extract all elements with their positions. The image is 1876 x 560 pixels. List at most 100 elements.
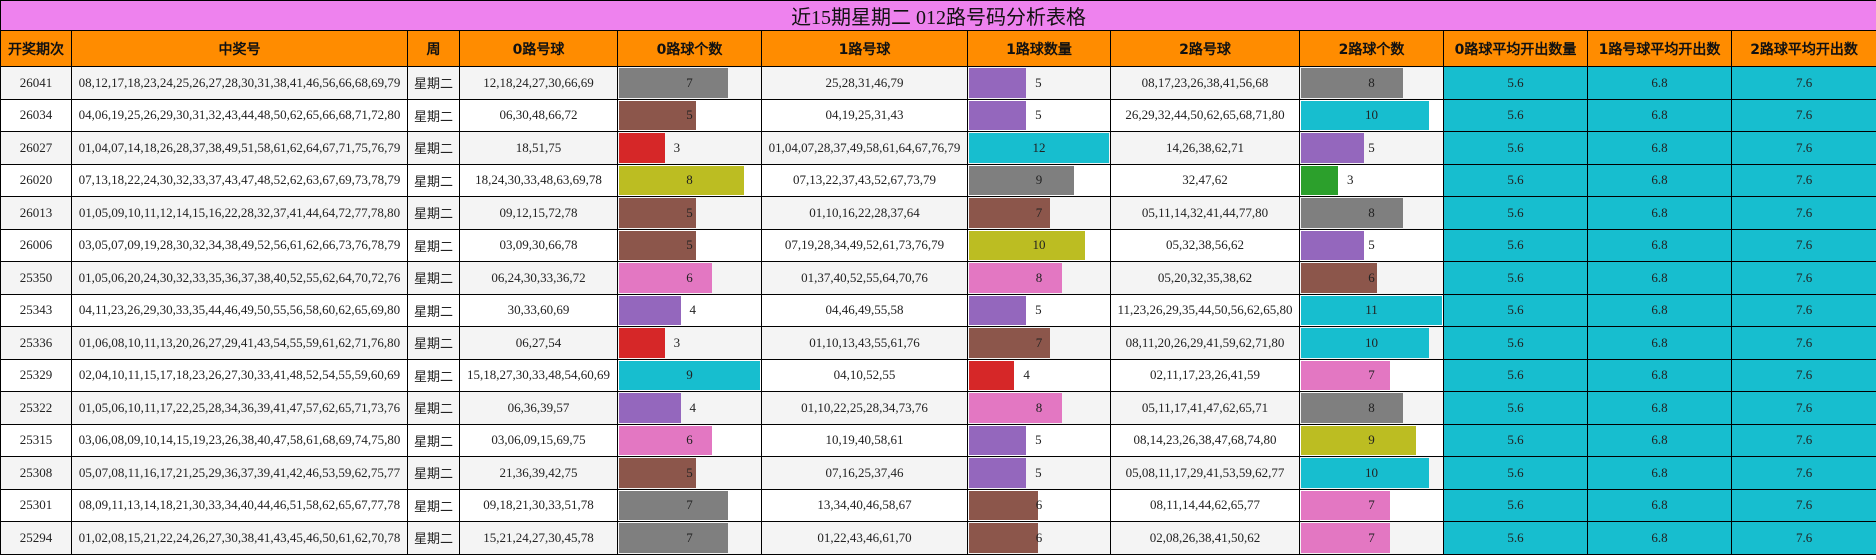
route0-balls-cell: 09,18,21,30,33,51,78 — [459, 488, 618, 522]
route0-balls-cell: 12,18,24,27,30,66,69 — [459, 66, 618, 100]
header-route2-avg: 2路球平均开出数 — [1730, 30, 1876, 67]
week-cell: 星期二 — [407, 98, 460, 132]
winning-numbers-cell: 01,05,06,10,11,17,22,25,28,34,36,39,41,4… — [71, 391, 408, 425]
count-value: 7 — [686, 497, 693, 513]
route0-avg-cell: 5.6 — [1443, 163, 1588, 197]
route0-avg-cell: 5.6 — [1443, 488, 1588, 522]
route0-avg-cell: 5.6 — [1443, 326, 1588, 360]
count-bar — [969, 100, 1027, 130]
count-bar — [969, 263, 1062, 293]
route2-count-cell: 5 — [1299, 131, 1444, 165]
count-bar — [969, 230, 1086, 260]
route0-balls-cell: 18,51,75 — [459, 131, 618, 165]
count-value: 7 — [1035, 334, 1043, 350]
count-value: 6 — [1035, 497, 1043, 513]
winning-numbers-cell: 02,04,10,11,15,17,18,23,26,27,30,33,41,4… — [71, 358, 408, 392]
count-value: 5 — [686, 237, 693, 253]
route1-balls-cell: 01,22,43,46,61,70 — [761, 521, 968, 555]
route0-count-cell: 5 — [617, 228, 762, 262]
count-bar — [1301, 68, 1403, 98]
week-cell: 星期二 — [407, 163, 460, 197]
count-value: 10 — [1032, 237, 1046, 253]
winning-numbers-cell: 01,02,08,15,21,22,24,26,27,30,38,41,43,4… — [71, 521, 408, 555]
issue-cell: 26006 — [0, 228, 72, 262]
winning-numbers-cell: 01,06,08,10,11,13,20,26,27,29,41,43,54,5… — [71, 326, 408, 360]
route0-balls-cell: 06,36,39,57 — [459, 391, 618, 425]
week-cell: 星期二 — [407, 326, 460, 360]
count-value: 5 — [1035, 432, 1042, 448]
count-bar — [969, 490, 1038, 520]
route1-count-cell: 5 — [967, 66, 1111, 100]
count-bar — [1301, 133, 1364, 163]
route1-avg-cell: 6.8 — [1587, 163, 1732, 197]
count-bar — [969, 68, 1027, 98]
route1-count-cell: 5 — [967, 293, 1111, 327]
route2-count-cell: 5 — [1299, 228, 1444, 262]
route2-avg-cell: 7.6 — [1730, 228, 1876, 262]
header-route2-balls: 2路号球 — [1110, 30, 1300, 67]
table-row: 25308 05,07,08,11,16,17,21,25,29,36,37,3… — [0, 456, 1876, 490]
route0-count-cell: 6 — [617, 423, 762, 457]
header-numbers: 中奖号 — [71, 30, 408, 67]
count-bar — [969, 133, 1109, 163]
route0-balls-cell: 18,24,30,33,48,63,69,78 — [459, 163, 618, 197]
route1-balls-cell: 07,13,22,37,43,52,67,73,79 — [761, 163, 968, 197]
count-value: 3 — [1347, 172, 1354, 188]
route2-avg-cell: 7.6 — [1730, 261, 1876, 295]
count-value: 7 — [1368, 529, 1375, 545]
route1-count-cell: 8 — [967, 391, 1111, 425]
winning-numbers-cell: 04,06,19,25,26,29,30,31,32,43,44,48,50,6… — [71, 98, 408, 132]
route2-count-cell: 10 — [1299, 326, 1444, 360]
header-route2-count: 2路球个数 — [1299, 30, 1444, 67]
count-bar — [969, 393, 1062, 423]
count-bar — [619, 425, 713, 455]
count-value: 4 — [1023, 367, 1030, 383]
week-cell: 星期二 — [407, 131, 460, 165]
route2-count-cell: 3 — [1299, 163, 1444, 197]
route2-balls-cell: 08,11,14,44,62,65,77 — [1110, 488, 1300, 522]
route0-avg-cell: 5.6 — [1443, 293, 1588, 327]
route0-avg-cell: 5.6 — [1443, 66, 1588, 100]
route1-count-cell: 7 — [967, 196, 1111, 230]
winning-numbers-cell: 08,09,11,13,14,18,21,30,33,34,40,44,46,5… — [71, 488, 408, 522]
route2-avg-cell: 7.6 — [1730, 66, 1876, 100]
route0-balls-cell: 06,30,48,66,72 — [459, 98, 618, 132]
count-bar — [1301, 490, 1390, 520]
route2-avg-cell: 7.6 — [1730, 423, 1876, 457]
route1-balls-cell: 04,10,52,55 — [761, 358, 968, 392]
route0-avg-cell: 5.6 — [1443, 391, 1588, 425]
route0-count-cell: 4 — [617, 293, 762, 327]
route1-balls-cell: 01,10,16,22,28,37,64 — [761, 196, 968, 230]
route1-avg-cell: 6.8 — [1587, 98, 1732, 132]
issue-cell: 26027 — [0, 131, 72, 165]
route2-count-cell: 9 — [1299, 423, 1444, 457]
issue-cell: 26041 — [0, 66, 72, 100]
table-row: 26020 07,13,18,22,24,30,32,33,37,43,47,4… — [0, 163, 1876, 197]
count-value: 10 — [1365, 464, 1378, 480]
route1-balls-cell: 01,37,40,52,55,64,70,76 — [761, 261, 968, 295]
week-cell: 星期二 — [407, 391, 460, 425]
route0-avg-cell: 5.6 — [1443, 358, 1588, 392]
header-route1-count: 1路球数量 — [967, 30, 1111, 67]
issue-cell: 25322 — [0, 391, 72, 425]
route1-avg-cell: 6.8 — [1587, 261, 1732, 295]
count-value: 7 — [1368, 367, 1375, 383]
route1-balls-cell: 10,19,40,58,61 — [761, 423, 968, 457]
route2-balls-cell: 02,11,17,23,26,41,59 — [1110, 358, 1300, 392]
route1-count-cell: 12 — [967, 131, 1111, 165]
issue-cell: 25294 — [0, 521, 72, 555]
route1-avg-cell: 6.8 — [1587, 326, 1732, 360]
issue-cell: 25308 — [0, 456, 72, 490]
issue-cell: 26020 — [0, 163, 72, 197]
route2-avg-cell: 7.6 — [1730, 131, 1876, 165]
count-bar — [619, 458, 697, 488]
route0-count-cell: 3 — [617, 131, 762, 165]
header-row: 开奖期次 中奖号 周 0路号球 0路球个数 1路号球 1路球数量 2路号球 2路… — [0, 30, 1876, 67]
route1-count-cell: 6 — [967, 488, 1111, 522]
count-value: 6 — [686, 432, 693, 448]
route2-balls-cell: 08,14,23,26,38,47,68,74,80 — [1110, 423, 1300, 457]
route2-avg-cell: 7.6 — [1730, 456, 1876, 490]
count-bar — [619, 100, 697, 130]
count-bar — [1301, 328, 1429, 358]
